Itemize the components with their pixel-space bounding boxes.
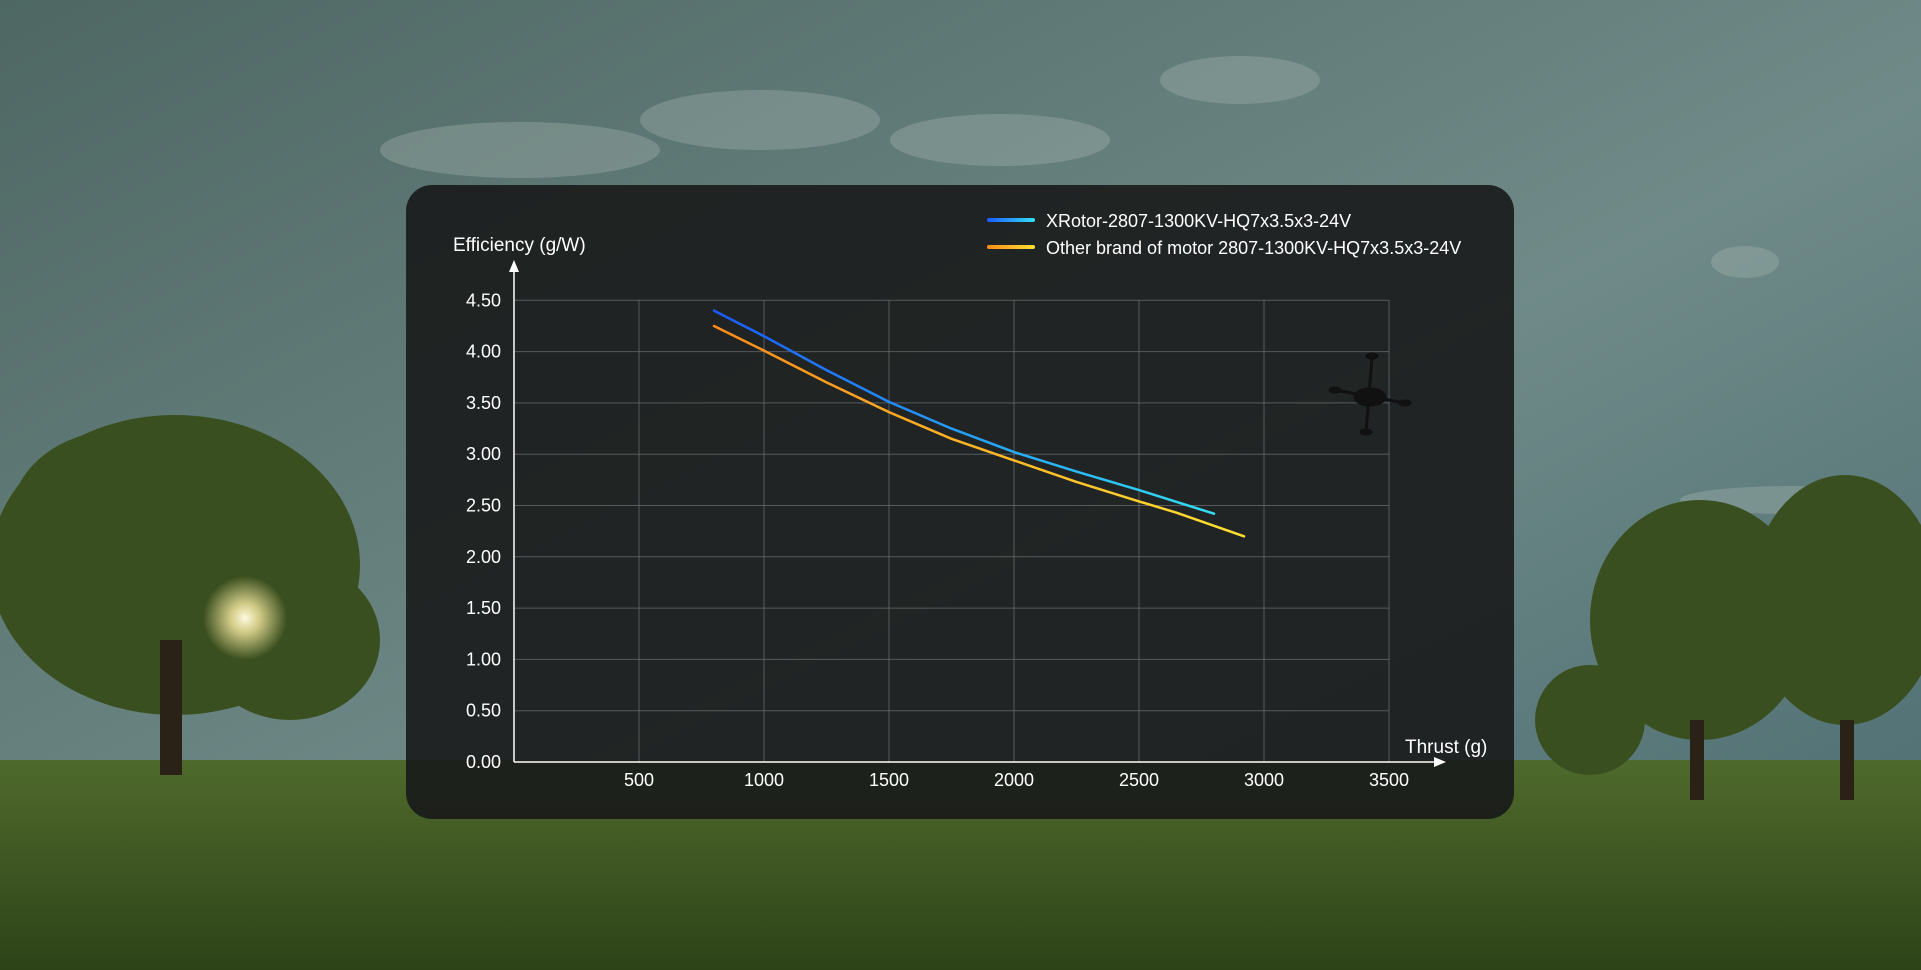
- y-tick-label: 3.50: [466, 393, 501, 413]
- x-tick-label: 2500: [1119, 770, 1159, 790]
- series-line-0: [712, 309, 1216, 515]
- x-axis-arrow: [1434, 757, 1446, 767]
- x-tick-label: 2000: [994, 770, 1034, 790]
- x-tick-labels: 500 1000 1500 2000 2500 3000 3500: [624, 770, 1409, 790]
- y-tick-label: 3.00: [466, 444, 501, 464]
- x-tick-label: 1500: [869, 770, 909, 790]
- y-tick-label: 4.00: [466, 342, 501, 362]
- y-tick-label: 0.50: [466, 701, 501, 721]
- legend-label-xrotor: XRotor-2807-1300KV-HQ7x3.5x3-24V: [1046, 211, 1351, 231]
- y-tick-label: 1.50: [466, 598, 501, 618]
- legend-swatch-xrotor: [987, 218, 1035, 222]
- y-tick-label: 1.00: [466, 649, 501, 669]
- legend-swatch-other-brand: [987, 245, 1035, 249]
- x-tick-label: 3000: [1244, 770, 1284, 790]
- y-tick-label: 2.00: [466, 547, 501, 567]
- y-tick-label: 0.00: [466, 752, 501, 772]
- y-axis-arrow: [509, 260, 519, 272]
- y-tick-label: 2.50: [466, 496, 501, 516]
- axes: [509, 260, 1446, 767]
- series-line-1: [712, 324, 1246, 538]
- y-tick-labels: 0.00 0.50 1.00 1.50 2.00 2.50 3.00 3.50 4.00 4.50: [466, 290, 501, 772]
- y-tick-label: 4.50: [466, 290, 501, 310]
- drone-icon: [1328, 352, 1412, 436]
- legend: XRotor-2807-1300KV-HQ7x3.5x3-24V Other b…: [987, 211, 1461, 258]
- x-tick-label: 1000: [744, 770, 784, 790]
- x-tick-label: 500: [624, 770, 654, 790]
- x-tick-label: 3500: [1369, 770, 1409, 790]
- x-axis-title: Thrust (g): [1405, 737, 1487, 758]
- legend-label-other-brand: Other brand of motor 2807-1300KV-HQ7x3.5…: [1046, 238, 1461, 258]
- grid-lines: [514, 299, 1390, 762]
- series-lines: [712, 309, 1246, 538]
- chart-panel: [406, 185, 1514, 819]
- y-axis-title: Efficiency (g/W): [453, 235, 586, 256]
